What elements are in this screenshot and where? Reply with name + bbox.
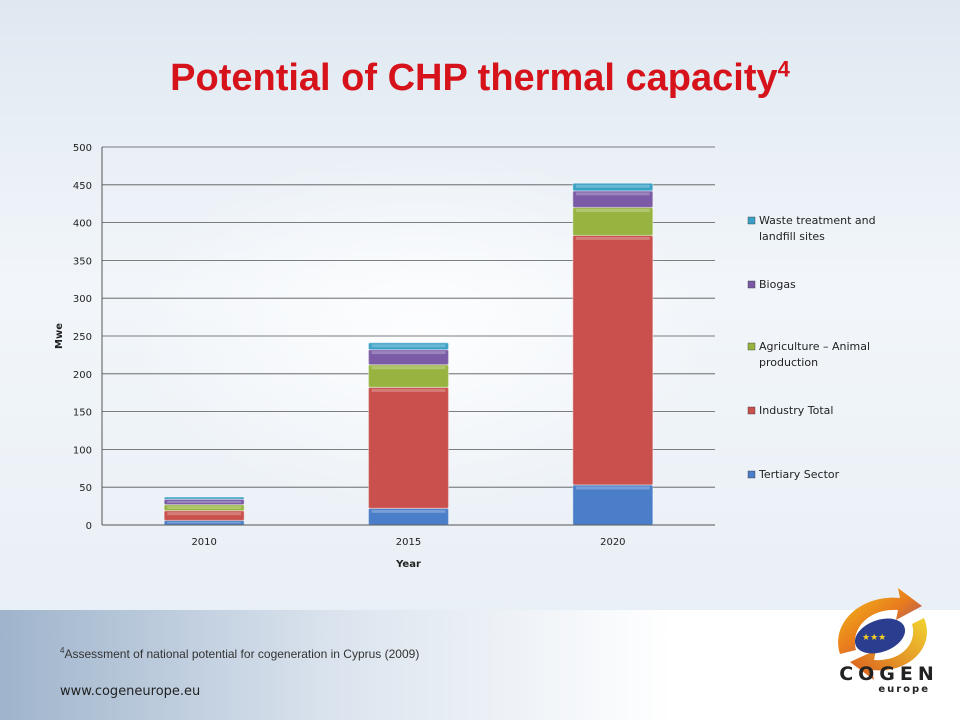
bar-segment <box>163 510 245 522</box>
svg-text:★★★: ★★★ <box>862 633 886 643</box>
title-superscript: 4 <box>777 56 790 82</box>
y-tick-label: 150 <box>73 408 92 419</box>
y-tick-label: 250 <box>73 332 92 343</box>
bar-segment-highlight <box>167 500 242 504</box>
bar-segment-highlight <box>371 509 446 513</box>
bar-segment <box>572 484 654 526</box>
bar-segment <box>572 190 654 209</box>
bar-segment-highlight <box>167 506 242 510</box>
cogen-logo-icon: ★★★ <box>838 588 927 680</box>
bar-segment <box>572 234 654 486</box>
legend-swatch <box>747 216 756 225</box>
x-axis-title: Year <box>395 559 421 570</box>
bar-segment-highlight <box>575 236 650 240</box>
legend-label: Biogas <box>759 278 796 291</box>
bar-segment <box>367 349 450 366</box>
bar-segment <box>367 342 450 351</box>
legend-swatch <box>747 280 756 289</box>
y-tick-label: 350 <box>73 256 92 267</box>
legend-label: production <box>759 356 818 369</box>
bar-segment-highlight <box>575 208 650 212</box>
legend-swatch <box>747 470 756 479</box>
bar-segment <box>572 182 654 192</box>
legend-label: landfill sites <box>759 230 825 243</box>
y-tick-label: 450 <box>73 181 92 192</box>
legend-swatch <box>747 406 756 415</box>
title-text: Potential of CHP thermal capacity <box>170 57 778 99</box>
y-tick-label: 0 <box>86 521 92 532</box>
y-tick-label: 50 <box>79 483 92 494</box>
x-tick-label: 2010 <box>191 537 216 548</box>
page-title: Potential of CHP thermal capacity4 <box>0 56 960 100</box>
bar-segment-highlight <box>167 521 242 524</box>
x-tick-label: 2020 <box>600 537 625 548</box>
bar-segment-highlight <box>371 344 446 348</box>
footnote: 4Assessment of national potential for co… <box>60 646 419 661</box>
footnote-superscript: 4 <box>60 646 65 655</box>
bar-segment-highlight <box>575 486 650 490</box>
logo-subtext: europe <box>878 684 930 695</box>
bar-segment-highlight <box>371 351 446 355</box>
stacked-bar-chart: 0 50 100 150 200 250 300 350 400 450 500 2010 2015 20… <box>54 143 876 570</box>
legend-swatch <box>747 342 756 351</box>
bar-segment-highlight <box>371 366 446 370</box>
bar-segment-highlight <box>575 184 650 188</box>
website-url[interactable]: www.cogeneurope.eu <box>60 684 201 699</box>
legend-label: Industry Total <box>759 404 833 417</box>
bar-segment-highlight <box>575 192 650 196</box>
x-tick-label: 2015 <box>396 537 421 548</box>
bar-segment <box>163 496 245 500</box>
y-tick-label: 200 <box>73 370 92 381</box>
y-axis-title: Mwe <box>54 323 65 349</box>
bar-segment-highlight <box>167 498 242 500</box>
y-tick-label: 100 <box>73 445 92 456</box>
background-footer-band <box>0 610 960 720</box>
bar-segment-highlight <box>371 388 446 392</box>
footnote-text: Assessment of national potential for cog… <box>64 647 420 661</box>
y-tick-label: 500 <box>73 143 92 154</box>
legend-label: Waste treatment and <box>759 214 876 227</box>
bar-segment <box>367 386 450 509</box>
bar-segment <box>163 503 245 512</box>
bar-segment-highlight <box>167 512 242 516</box>
legend-label: Agriculture – Animal <box>759 340 870 353</box>
y-tick-label: 300 <box>73 294 92 305</box>
y-tick-label: 400 <box>73 219 92 230</box>
legend-label: Tertiary Sector <box>758 468 840 481</box>
logo-wordmark: COGEN <box>839 663 939 685</box>
